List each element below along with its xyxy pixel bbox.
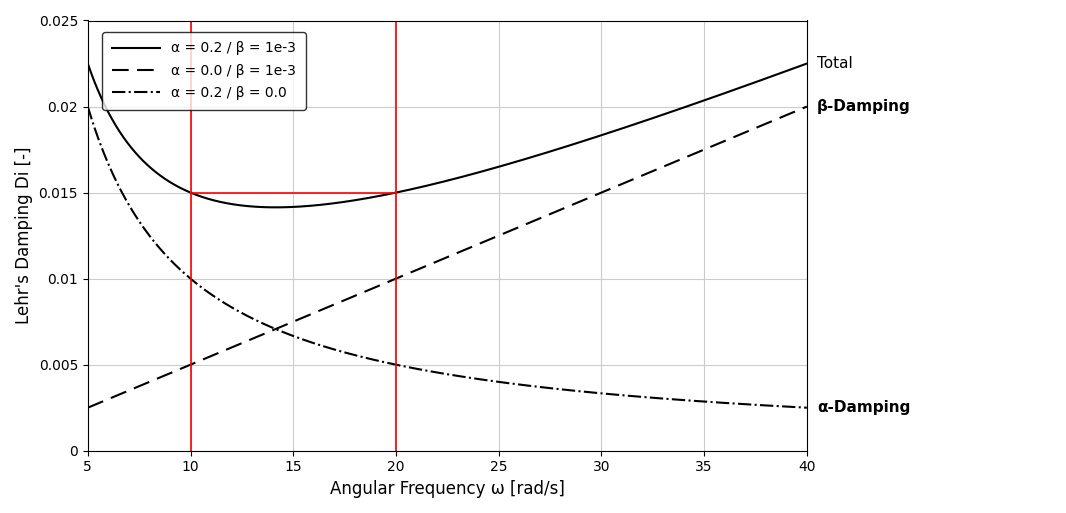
α = 0.2 / β = 0.0 — [647, 395, 660, 401]
α = 0.2 / β = 1e-3 — [118, 135, 131, 142]
Legend: α = 0.2 / β = 1e-3, α = 0.0 / β = 1e-3, α = 0.2 / β = 0.0: α = 0.2 / β = 1e-3, α = 0.0 / β = 1e-3, … — [102, 32, 306, 110]
α = 0.2 / β = 1e-3 — [81, 61, 94, 67]
α = 0.2 / β = 0.0 — [779, 404, 792, 410]
X-axis label: Angular Frequency ω [rad/s]: Angular Frequency ω [rad/s] — [329, 480, 565, 498]
α = 0.0 / β = 1e-3 — [779, 112, 792, 119]
α = 0.2 / β = 1e-3 — [801, 61, 813, 67]
Y-axis label: Lehr's Damping Di [-]: Lehr's Damping Di [-] — [15, 147, 33, 324]
α = 0.0 / β = 1e-3 — [118, 389, 131, 396]
Text: β-Damping: β-Damping — [818, 99, 910, 114]
α = 0.2 / β = 0.0 — [81, 104, 94, 110]
α = 0.2 / β = 0.0 — [801, 405, 813, 411]
α = 0.0 / β = 1e-3 — [81, 405, 94, 411]
α = 0.2 / β = 0.0 — [779, 404, 792, 410]
α = 0.2 / β = 1e-3 — [648, 114, 661, 121]
α = 0.2 / β = 0.0 — [118, 194, 131, 200]
α = 0.2 / β = 1e-3 — [269, 204, 281, 210]
α = 0.0 / β = 1e-3 — [801, 104, 813, 110]
α = 0.0 / β = 1e-3 — [411, 266, 424, 272]
α = 0.0 / β = 1e-3 — [779, 112, 792, 119]
Line: α = 0.2 / β = 1e-3: α = 0.2 / β = 1e-3 — [87, 64, 807, 207]
Text: Total: Total — [818, 56, 853, 71]
Line: α = 0.0 / β = 1e-3: α = 0.0 / β = 1e-3 — [87, 107, 807, 408]
Line: α = 0.2 / β = 0.0: α = 0.2 / β = 0.0 — [87, 107, 807, 408]
α = 0.2 / β = 1e-3 — [779, 68, 792, 74]
α = 0.2 / β = 1e-3 — [780, 68, 793, 74]
Text: α-Damping: α-Damping — [818, 400, 910, 415]
α = 0.2 / β = 1e-3 — [413, 185, 425, 191]
α = 0.0 / β = 1e-3 — [431, 258, 443, 264]
α = 0.0 / β = 1e-3 — [647, 167, 660, 173]
α = 0.2 / β = 0.0 — [411, 366, 424, 372]
α = 0.2 / β = 0.0 — [431, 369, 443, 376]
α = 0.2 / β = 1e-3 — [432, 180, 445, 186]
